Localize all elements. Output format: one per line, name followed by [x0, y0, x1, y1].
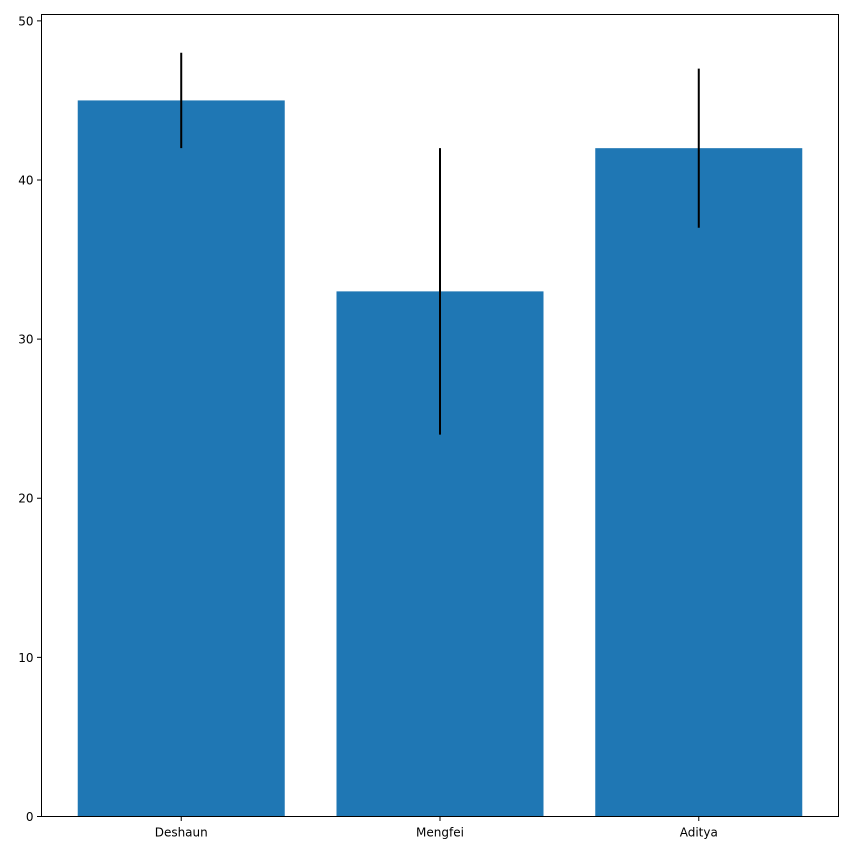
x-tick-label: Deshaun [155, 826, 208, 840]
y-tick-label: 40 [18, 173, 33, 187]
bar-deshaun [77, 100, 285, 817]
x-axis: Deshaun Mengfei Aditya [155, 816, 718, 840]
y-tick-label: 20 [18, 492, 33, 506]
bar-aditya [595, 148, 803, 817]
y-tick-label: 10 [18, 651, 33, 665]
x-tick-label: Mengfei [416, 826, 464, 840]
x-tick-label: Aditya [680, 826, 718, 840]
y-axis: 0 10 20 30 40 50 [18, 14, 42, 824]
bars-group [77, 100, 803, 817]
y-tick-label: 0 [26, 810, 34, 824]
y-tick-label: 50 [18, 14, 33, 28]
y-tick-label: 30 [18, 333, 33, 347]
error-bars-group [180, 52, 700, 435]
